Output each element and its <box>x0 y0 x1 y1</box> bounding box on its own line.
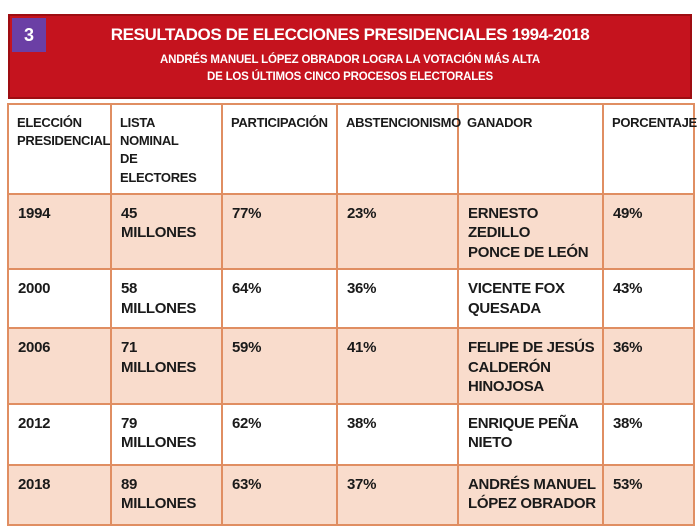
cell-ganador: ERNESTO ZEDILLO PONCE DE LEÓN <box>457 192 604 271</box>
cell-ganador: FELIPE DE JESÚS CALDERÓN HINOJOSA <box>457 327 604 405</box>
cell-lista-nominal: 58 MILLONES <box>110 268 223 330</box>
cell-lista-nominal: 89 MILLONES <box>110 463 223 526</box>
cell-abstencionismo: 23% <box>336 192 459 271</box>
cell-porcentaje: 43% <box>602 268 695 330</box>
column-header-abstencionismo: ABSTENCIONISMO <box>336 103 461 195</box>
table-row-2012: 2012 79 MILLONES 62% 38% ENRIQUE PEÑA NI… <box>7 402 695 466</box>
table-row-2018: 2018 89 MILLONES 63% 37% ANDRÉS MANUEL L… <box>7 463 695 526</box>
cell-ganador: ENRIQUE PEÑA NIETO <box>457 402 604 466</box>
cell-participacion: 63% <box>221 463 338 526</box>
cell-eleccion: 2006 <box>7 327 112 405</box>
page-subtitle-line1: ANDRÉS MANUEL LÓPEZ OBRADOR LOGRA LA VOT… <box>160 54 540 67</box>
cell-ganador: VICENTE FOX QUESADA <box>457 268 604 330</box>
cell-porcentaje: 49% <box>602 192 695 271</box>
cell-lista-nominal: 45 MILLONES <box>110 192 223 271</box>
cell-ganador: ANDRÉS MANUEL LÓPEZ OBRADOR <box>457 463 604 526</box>
cell-porcentaje: 53% <box>602 463 695 526</box>
page-subtitle-line2: DE LOS ÚLTIMOS CINCO PROCESOS ELECTORALE… <box>207 71 493 84</box>
title-banner: 3 RESULTADOS DE ELECCIONES PRESIDENCIALE… <box>8 14 692 99</box>
cell-eleccion: 2018 <box>7 463 112 526</box>
cell-abstencionismo: 37% <box>336 463 459 526</box>
infographic-page: 3 RESULTADOS DE ELECCIONES PRESIDENCIALE… <box>7 14 698 526</box>
slide-number-badge: 3 <box>12 18 46 52</box>
table-row-2006: 2006 71 MILLONES 59% 41% FELIPE DE JESÚS… <box>7 327 695 405</box>
cell-porcentaje: 38% <box>602 402 695 466</box>
slide-number: 3 <box>23 24 34 45</box>
cell-participacion: 62% <box>221 402 338 466</box>
cell-eleccion: 2012 <box>7 402 112 466</box>
cell-abstencionismo: 38% <box>336 402 459 466</box>
column-header-porcentaje: PORCENTAJE <box>602 103 697 195</box>
cell-abstencionismo: 36% <box>336 268 459 330</box>
table-row-1994: 1994 45 MILLONES 77% 23% ERNESTO ZEDILLO… <box>7 192 695 271</box>
cell-eleccion: 1994 <box>7 192 112 271</box>
banner-text: RESULTADOS DE ELECCIONES PRESIDENCIALES … <box>10 16 690 86</box>
cell-porcentaje: 36% <box>602 327 695 405</box>
election-results-table: ELECCIÓN PRESIDENCIAL LISTA NOMINAL DE E… <box>7 103 697 526</box>
column-header-eleccion-presidencial: ELECCIÓN PRESIDENCIAL <box>7 103 112 195</box>
cell-participacion: 59% <box>221 327 338 405</box>
table-header-row: ELECCIÓN PRESIDENCIAL LISTA NOMINAL DE E… <box>7 103 697 195</box>
cell-participacion: 64% <box>221 268 338 330</box>
cell-lista-nominal: 79 MILLONES <box>110 402 223 466</box>
column-header-participacion: PARTICIPACIÓN <box>221 103 338 195</box>
column-header-lista-nominal: LISTA NOMINAL DE ELECTORES <box>110 103 223 195</box>
column-header-ganador: GANADOR <box>457 103 604 195</box>
cell-lista-nominal: 71 MILLONES <box>110 327 223 405</box>
cell-eleccion: 2000 <box>7 268 112 330</box>
table-row-2000: 2000 58 MILLONES 64% 36% VICENTE FOX QUE… <box>7 268 695 330</box>
cell-abstencionismo: 41% <box>336 327 459 405</box>
cell-participacion: 77% <box>221 192 338 271</box>
page-title: RESULTADOS DE ELECCIONES PRESIDENCIALES … <box>110 25 590 44</box>
